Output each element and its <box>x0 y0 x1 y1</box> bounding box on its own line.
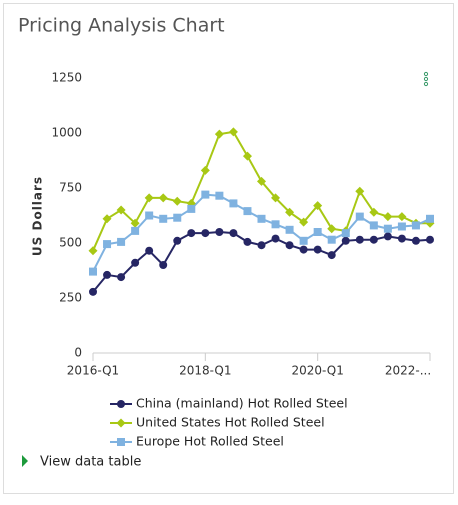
data-point <box>102 214 112 224</box>
x-tick-label: 2022-... <box>385 364 431 378</box>
data-point <box>117 237 126 246</box>
data-point <box>397 222 406 231</box>
data-point <box>257 176 266 186</box>
data-point <box>383 232 392 241</box>
card-title: Pricing Analysis Chart <box>18 15 225 37</box>
menu-icon[interactable] <box>423 71 429 87</box>
y-tick-label: 750 <box>59 181 82 195</box>
data-point <box>243 207 252 216</box>
data-point <box>271 193 281 203</box>
data-point <box>383 212 393 222</box>
data-point <box>327 235 336 244</box>
view-data-table-text[interactable]: View data table <box>40 455 141 470</box>
data-point <box>313 201 323 211</box>
data-point <box>313 228 322 236</box>
y-tick-label: 1250 <box>51 71 82 85</box>
data-point <box>116 205 126 215</box>
y-tick-label: 0 <box>74 346 82 360</box>
data-point <box>158 193 168 203</box>
view-data-table[interactable]: View data table <box>22 455 141 470</box>
legend-label: China (mainland) Hot Rolled Steel <box>136 396 348 411</box>
data-point <box>187 229 196 238</box>
data-point <box>299 245 308 254</box>
data-point <box>173 236 182 245</box>
card-border <box>3 3 454 494</box>
data-point <box>131 226 140 235</box>
data-point <box>117 273 126 282</box>
data-point <box>215 228 224 236</box>
data-point <box>229 229 238 238</box>
data-point <box>397 212 407 222</box>
data-point <box>159 214 168 223</box>
legend-marker <box>117 400 125 408</box>
data-point <box>285 225 294 234</box>
data-point <box>327 224 337 234</box>
data-point <box>159 261 168 269</box>
legend-marker <box>116 418 126 428</box>
data-point <box>257 241 266 250</box>
y-tick-label: 500 <box>59 236 82 250</box>
data-point <box>88 246 98 256</box>
data-point <box>299 217 309 227</box>
data-point <box>355 186 365 196</box>
data-point <box>369 207 379 217</box>
data-point <box>369 221 378 230</box>
data-point <box>299 236 308 245</box>
data-point <box>229 199 238 208</box>
legend-label: United States Hot Rolled Steel <box>136 415 325 430</box>
data-point <box>103 270 112 279</box>
y-tick-label: 1000 <box>51 126 82 140</box>
data-point <box>130 218 140 228</box>
y-tick-label: 250 <box>59 291 82 305</box>
data-point <box>243 237 252 246</box>
data-point <box>355 212 364 221</box>
data-point <box>426 214 434 223</box>
data-point <box>89 287 97 296</box>
data-point <box>214 129 224 139</box>
data-point <box>285 241 294 250</box>
data-point <box>200 165 210 175</box>
legend-marker <box>117 438 125 446</box>
data-point <box>327 251 336 260</box>
data-point <box>145 246 154 255</box>
data-point <box>187 204 196 213</box>
data-point <box>201 229 210 238</box>
data-point <box>285 207 295 217</box>
data-point <box>172 196 182 206</box>
data-point <box>173 213 182 222</box>
data-point <box>103 240 112 249</box>
data-point <box>411 236 420 245</box>
data-point <box>131 258 140 267</box>
data-point <box>271 234 280 243</box>
data-point <box>228 127 238 137</box>
data-point <box>313 245 322 254</box>
data-point <box>383 224 392 233</box>
y-axis-label: US Dollars <box>31 176 45 256</box>
data-point <box>341 229 350 238</box>
data-point <box>341 236 350 245</box>
data-point <box>355 235 364 244</box>
data-point <box>271 220 280 229</box>
legend-label: Europe Hot Rolled Steel <box>136 434 284 449</box>
data-point <box>369 235 378 244</box>
data-point <box>397 234 406 243</box>
data-point <box>426 235 434 244</box>
x-tick-label: 2016-Q1 <box>67 364 119 378</box>
data-point <box>144 193 154 203</box>
data-point <box>145 211 154 220</box>
data-point <box>242 151 252 161</box>
data-point <box>215 191 224 200</box>
x-tick-label: 2018-Q1 <box>179 364 231 378</box>
data-point <box>89 267 97 276</box>
data-point <box>257 214 266 223</box>
data-point <box>201 190 210 199</box>
x-tick-label: 2020-Q1 <box>291 364 343 378</box>
data-point <box>411 221 420 230</box>
